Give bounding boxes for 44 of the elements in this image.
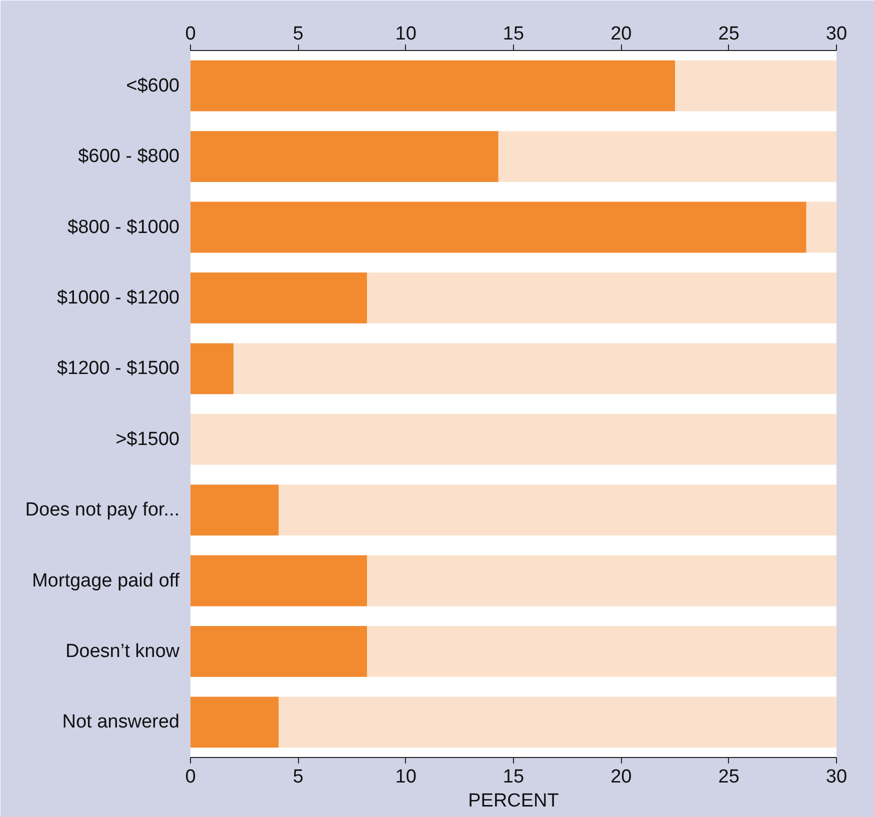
bar: [367, 272, 836, 324]
x-tick-label: 25: [718, 24, 740, 44]
y-tick-label: <$600: [126, 75, 180, 96]
y-tick-label: Does not pay for...: [25, 500, 180, 521]
x-tick-label: 5: [292, 24, 304, 44]
x-axis-title: PERCENT: [468, 790, 560, 812]
y-tick-label: $600 - $800: [78, 146, 180, 168]
bar: [190, 626, 368, 677]
bar: [278, 484, 836, 536]
x2-tick-label: 5: [292, 766, 304, 788]
y-tick-label: >$1500: [116, 428, 180, 450]
y-tick-label: Mortgage paid off: [32, 570, 180, 592]
bar: [190, 555, 368, 606]
x-tick-label: 20: [610, 24, 632, 44]
y-tick-label: Doesn’t know: [65, 640, 180, 662]
bar: [498, 131, 836, 182]
bar: [190, 272, 368, 324]
bar: [367, 626, 836, 677]
bar: [190, 414, 836, 465]
bar: [190, 60, 675, 112]
x2-tick-label: 15: [502, 766, 524, 788]
x2-tick-label: 30: [826, 766, 848, 788]
bar: [367, 555, 836, 606]
bar: [190, 484, 279, 536]
x-tick-label: 30: [826, 24, 848, 44]
bar: [675, 60, 836, 112]
y-tick-label: $1200 - $1500: [56, 358, 180, 380]
x-tick-label: 15: [502, 24, 524, 44]
x2-tick-label: 20: [610, 766, 632, 788]
x2-tick-label: 0: [185, 766, 196, 788]
bar: [190, 202, 806, 253]
y-tick-label: Not answered: [62, 712, 180, 733]
bar: [278, 696, 836, 748]
bar: [190, 343, 234, 394]
x2-tick-label: 25: [718, 766, 740, 788]
x-tick-label: 0: [185, 24, 196, 44]
y-tick-label: $800 - $1000: [68, 216, 180, 238]
x-tick-label: 10: [395, 24, 416, 44]
x2-tick-label: 10: [395, 766, 416, 788]
bar: [190, 131, 498, 182]
y-tick-label: $1000 - $1200: [56, 287, 180, 308]
bar: [806, 202, 836, 253]
bar: [190, 696, 279, 748]
bar: [234, 343, 836, 394]
